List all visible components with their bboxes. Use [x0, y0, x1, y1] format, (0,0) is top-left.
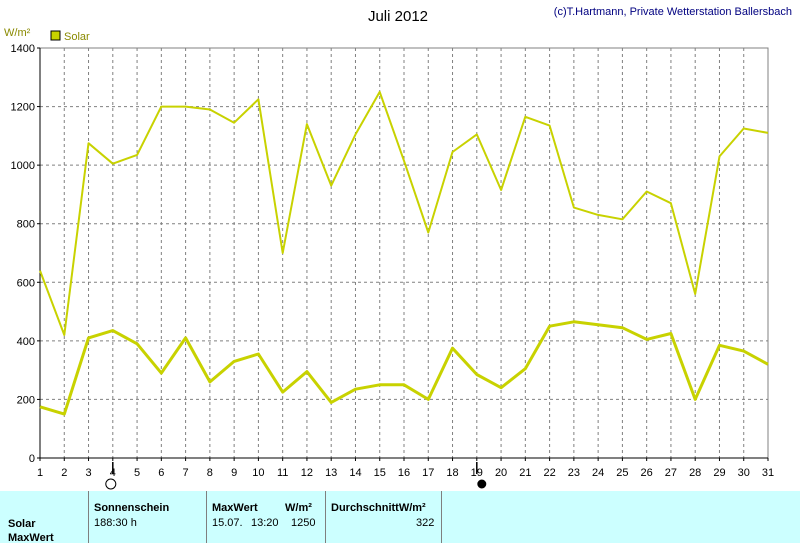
new-moon-icon	[477, 479, 487, 489]
x-tick-label: 5	[134, 467, 140, 479]
y-tick-label: 1200	[11, 102, 35, 114]
x-tick-label: 11	[277, 467, 288, 479]
x-tick-label: 29	[713, 467, 725, 479]
legend-label: Solar	[64, 31, 90, 43]
chart-credit: (c)T.Hartmann, Private Wetterstation Bal…	[554, 6, 792, 18]
y-tick-label: 0	[29, 453, 35, 465]
x-tick-label: 7	[183, 467, 189, 479]
stats-divider	[325, 491, 326, 543]
sunshine-header: Sonnenschein	[94, 502, 170, 514]
y-tick-label: 200	[17, 394, 35, 406]
max-value: 1250	[291, 517, 316, 529]
stats-divider	[206, 491, 207, 543]
x-tick-label: 17	[422, 467, 434, 479]
x-tick-label: 27	[665, 467, 677, 479]
solar-chart: Juli 2012 (c)T.Hartmann, Private Wetters…	[4, 6, 792, 490]
avg-header: DurchschnittW/m²	[331, 502, 426, 514]
chart-title: Juli 2012	[368, 8, 428, 25]
x-tick-label: 22	[543, 467, 555, 479]
x-tick-label: 31	[762, 467, 774, 479]
series-line-daily-maximum	[39, 90, 769, 336]
x-tick-label: 13	[325, 467, 337, 479]
x-tick-label: 3	[85, 467, 91, 479]
x-tick-label: 23	[568, 467, 580, 479]
x-tick-label: 15	[374, 467, 386, 479]
y-tick-label: 800	[17, 219, 35, 231]
sunshine-value: 188:30 h	[94, 517, 137, 529]
stats-panel: Sonnenschein MaxWert W/m² DurchschnittW/…	[0, 491, 800, 544]
max-header: MaxWert	[212, 502, 258, 514]
y-axis-unit: W/m²	[4, 27, 31, 39]
legend-swatch	[50, 30, 61, 41]
avg-value: 322	[416, 517, 435, 529]
x-tick-label: 25	[616, 467, 628, 479]
stats-divider	[88, 491, 89, 543]
series-line-daily-average	[39, 320, 769, 416]
x-tick-label: 28	[689, 467, 701, 479]
stats-divider	[441, 491, 442, 543]
x-tick-label: 8	[207, 467, 213, 479]
x-tick-label: 24	[592, 467, 604, 479]
x-tick-label: 21	[519, 467, 531, 479]
y-tick-label: 1400	[11, 43, 35, 55]
max-unit-header: W/m²	[285, 502, 312, 514]
full-moon-icon	[105, 478, 117, 490]
row-label-maxwert: MaxWert	[8, 532, 54, 544]
y-tick-label: 600	[17, 277, 35, 289]
x-tick-label: 10	[252, 467, 264, 479]
x-tick-label: 16	[398, 467, 410, 479]
x-tick-label: 2	[61, 467, 67, 479]
x-tick-label: 20	[495, 467, 507, 479]
x-tick-label: 9	[231, 467, 237, 479]
x-tick-label: 12	[301, 467, 313, 479]
x-tick-label: 26	[641, 467, 653, 479]
x-tick-label: 18	[446, 467, 458, 479]
max-time: 13:20	[251, 517, 279, 529]
y-tick-label: 1000	[11, 160, 35, 172]
x-tick-label: 30	[738, 467, 750, 479]
y-tick-label: 400	[17, 336, 35, 348]
max-date: 15.07.	[212, 517, 243, 529]
row-label-solar: Solar	[8, 518, 36, 530]
x-tick-label: 6	[158, 467, 164, 479]
x-tick-label: 1	[37, 467, 43, 479]
x-tick-label: 14	[349, 467, 361, 479]
